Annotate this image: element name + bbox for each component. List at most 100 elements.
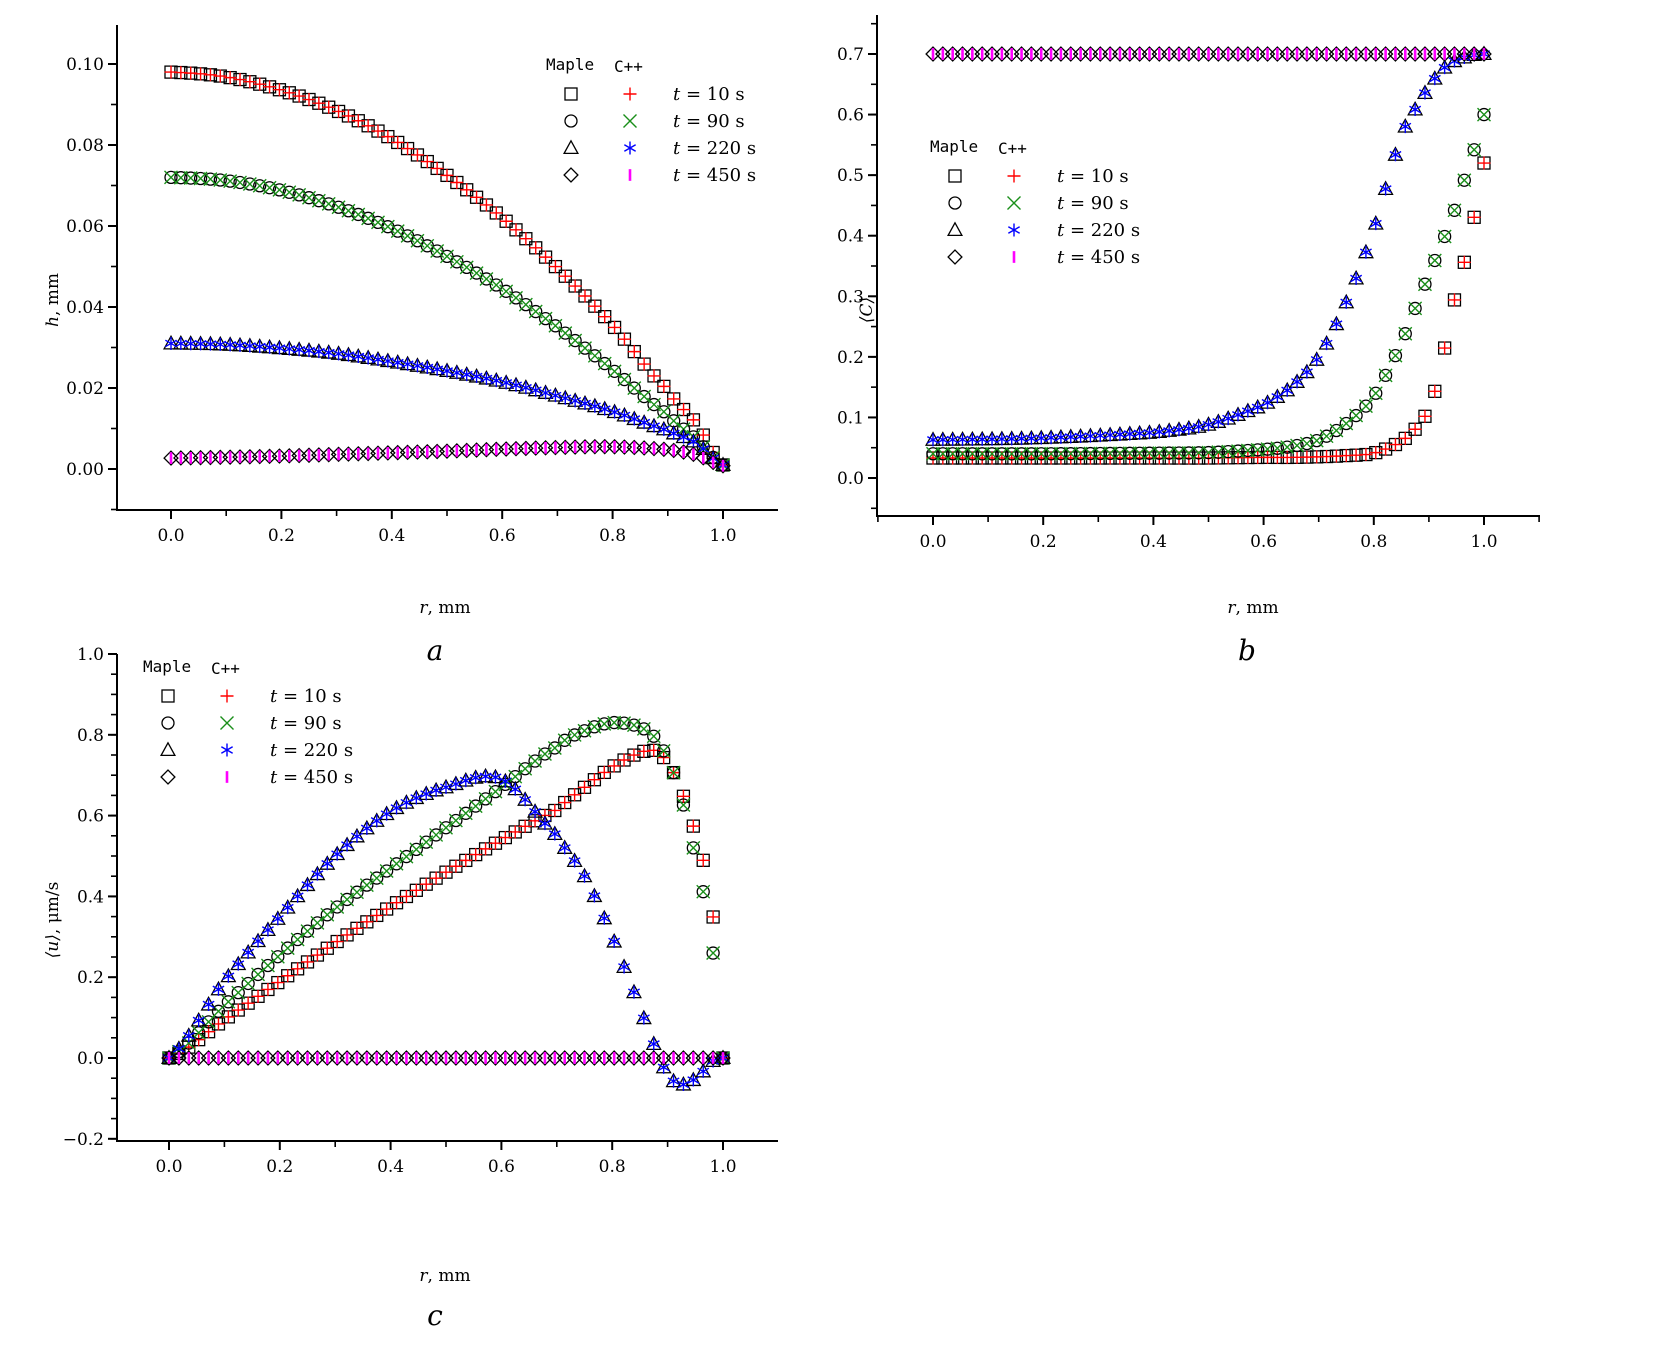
cpp-point — [420, 238, 435, 253]
cpp-point — [518, 761, 533, 776]
maple-point — [617, 716, 631, 730]
cpp-point — [448, 813, 463, 828]
legend-header-cpp: C++ — [614, 57, 643, 76]
cpp-point — [539, 250, 553, 264]
maple-point — [253, 179, 267, 193]
cpp-point — [458, 806, 473, 821]
x-tick-label: 0.8 — [1360, 532, 1387, 552]
x-tick-label: 0.0 — [157, 526, 184, 546]
cpp-point — [261, 982, 275, 996]
cpp-point — [310, 915, 325, 930]
cpp-point — [926, 433, 940, 447]
cpp-point — [578, 780, 591, 794]
series-cpp-markers — [926, 107, 1491, 461]
cpp-point — [587, 773, 601, 787]
maple-point — [1251, 443, 1265, 457]
legend-entry: t = 450 s — [563, 165, 756, 186]
cpp-point — [321, 196, 336, 211]
y-tick-label: 0.08 — [66, 136, 104, 156]
x-tick-label: 0.6 — [488, 1157, 515, 1177]
cpp-point — [677, 1078, 690, 1092]
cpp-point — [1320, 337, 1333, 351]
panel-c-x-axis-label: r, mm — [419, 1266, 470, 1286]
cpp-point — [519, 232, 533, 246]
cpp-point — [1467, 142, 1482, 157]
y-tick-label: 0.06 — [66, 217, 104, 237]
cpp-point — [312, 96, 326, 110]
maple-point — [479, 272, 494, 286]
maple-point — [647, 729, 661, 743]
cpp-point — [280, 941, 295, 956]
cpp-point — [508, 825, 522, 839]
cpp-point — [223, 71, 237, 85]
cpp-point — [529, 241, 543, 255]
maple-point — [300, 924, 315, 938]
cpp-point — [548, 260, 562, 274]
cpp-point — [626, 718, 641, 733]
maple-point — [310, 916, 325, 930]
panel-c-axes: 0.0 0.2 0.4 0.6 0.8 1.0 −0.2 0.0 0.2 0.4 0.6 0.8 1.0 — [63, 645, 778, 1177]
maple-point — [598, 356, 612, 371]
maple-point — [261, 958, 275, 973]
maple-point — [1280, 440, 1294, 454]
series-cpp-markers — [164, 170, 730, 472]
legend-entry: t = 10 s — [161, 686, 342, 707]
cpp-point — [263, 340, 276, 354]
cpp-point — [1182, 421, 1195, 435]
diamond-icon — [563, 167, 579, 183]
cpp-point — [518, 819, 532, 833]
cpp-point — [1427, 253, 1442, 268]
cpp-point — [1123, 427, 1136, 441]
maple-point — [201, 1015, 216, 1029]
maple-point — [292, 188, 306, 202]
cpp-point — [270, 949, 285, 964]
maple-point — [518, 762, 532, 776]
cpp-point — [341, 109, 355, 123]
cpp-point — [557, 733, 572, 748]
y-tick-label: 0.4 — [837, 227, 864, 247]
cpp-point — [419, 877, 433, 891]
cpp-point — [598, 310, 612, 324]
maple-point — [450, 255, 464, 269]
cpp-point — [677, 403, 691, 417]
cpp-point — [578, 341, 592, 356]
cpp-point — [1457, 173, 1472, 188]
maple-point — [656, 441, 672, 458]
cpp-point — [243, 339, 256, 353]
triangle-icon — [160, 741, 176, 757]
cpp-point — [686, 840, 701, 855]
cpp-point — [351, 114, 365, 128]
cpp-point — [1299, 436, 1314, 451]
maple-point — [184, 171, 198, 185]
maple-point — [460, 260, 474, 275]
cpp-point — [350, 921, 364, 935]
y-tick-label: 0.00 — [66, 460, 104, 480]
cpp-point — [1329, 423, 1344, 438]
cpp-point — [1300, 365, 1313, 379]
cpp-point — [926, 446, 940, 461]
maple-point — [469, 799, 483, 813]
cpp-point — [509, 378, 523, 392]
cpp-point — [1271, 390, 1284, 404]
cpp-point — [311, 193, 326, 208]
maple-point — [1103, 446, 1117, 461]
maple-point — [370, 871, 384, 885]
series-maple-markers — [163, 438, 731, 474]
cpp-point — [647, 1037, 660, 1051]
cpp-point — [261, 923, 274, 937]
y-tick-label: 0.10 — [66, 55, 104, 75]
cpp-point — [1084, 429, 1097, 443]
panel-a-x-axis-label: r, mm — [419, 598, 470, 618]
cpp-point — [588, 399, 601, 413]
cpp-point — [946, 433, 959, 447]
cpp-point — [1447, 293, 1461, 307]
cpp-point — [1418, 86, 1431, 100]
panel-c-letter: c — [427, 1299, 443, 1332]
cpp-point — [340, 928, 354, 942]
series-maple-markers — [926, 107, 1491, 461]
cpp-point — [1014, 446, 1029, 461]
legend-label: t = 10 s — [270, 686, 342, 707]
cpp-point — [568, 279, 582, 293]
cpp-point — [390, 896, 404, 910]
cpp-point — [1142, 446, 1157, 461]
